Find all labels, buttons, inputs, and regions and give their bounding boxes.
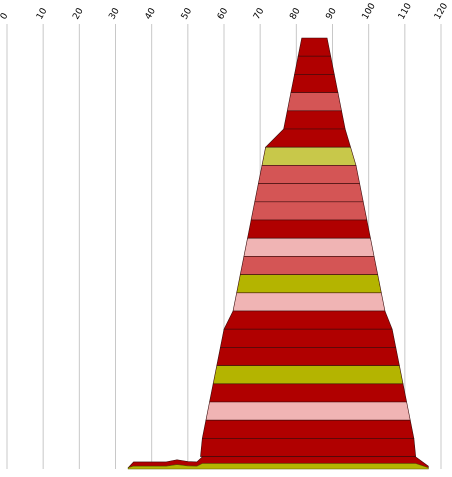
area-band-16 xyxy=(223,310,393,330)
area-band-3 xyxy=(290,74,339,93)
x-tick-label: 10 xyxy=(35,6,50,21)
area-band-4 xyxy=(286,92,342,112)
area-base-layer xyxy=(127,463,429,470)
x-tick-label: 80 xyxy=(288,6,303,21)
x-tick-label: 30 xyxy=(107,6,122,21)
x-tick-label: 100 xyxy=(361,1,378,21)
area-band-22 xyxy=(201,419,415,439)
area-band-14 xyxy=(236,274,382,294)
x-tick-labels: 0 10 20 30 40 50 60 70 80 90 100 110 120 xyxy=(0,1,450,21)
area-band-11 xyxy=(247,219,371,239)
x-tick-label: 0 xyxy=(0,11,11,21)
area-band-17 xyxy=(220,328,397,348)
x-tick-label: 110 xyxy=(397,1,414,21)
area-band-5 xyxy=(283,110,346,130)
area-band-21 xyxy=(205,401,411,421)
area-band-8 xyxy=(257,165,360,184)
x-tick-label: 40 xyxy=(144,6,159,21)
area-band-15 xyxy=(232,292,386,312)
area-band-13 xyxy=(239,256,379,275)
area-band-18 xyxy=(216,347,400,366)
x-tick-label: 50 xyxy=(180,6,195,21)
x-tick-label: 60 xyxy=(216,6,231,21)
area-band-10 xyxy=(250,201,368,221)
area-band-6 xyxy=(264,128,351,148)
area-band-2 xyxy=(294,55,335,75)
x-tick-label: 120 xyxy=(433,1,450,21)
area-band-12 xyxy=(243,237,375,257)
x-tick-label: 20 xyxy=(71,6,86,21)
area-band-7 xyxy=(261,146,357,166)
plot-area xyxy=(127,37,429,470)
area-band-1 xyxy=(297,37,332,57)
x-tick-label: 90 xyxy=(324,6,339,21)
x-tick-label: 70 xyxy=(252,6,267,21)
area-band-23 xyxy=(200,438,417,457)
area-band-20 xyxy=(209,383,408,403)
area-band-9 xyxy=(254,183,364,203)
area-band-19 xyxy=(212,365,404,385)
